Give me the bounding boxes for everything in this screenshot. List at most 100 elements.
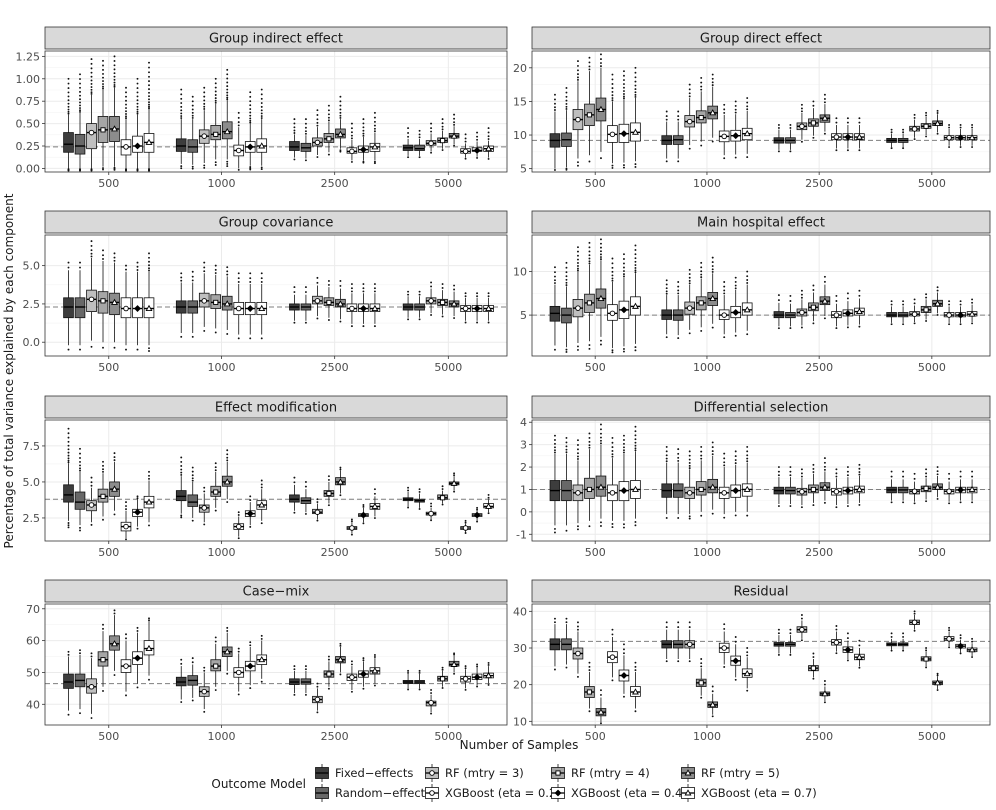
outlier-point (611, 441, 614, 444)
outlier-point (734, 108, 737, 111)
outlier-point (823, 465, 826, 468)
outlier-point (677, 517, 680, 519)
box-rf-mtry-4 (808, 100, 819, 139)
outlier-point (588, 65, 591, 68)
outlier-point (554, 98, 556, 101)
y-tick-label: 70 (26, 603, 40, 616)
outlier-point (180, 109, 183, 112)
mean-marker (100, 298, 106, 304)
legend-title: Outcome Model (211, 777, 306, 791)
outlier-point (102, 80, 104, 82)
outlier-point (102, 690, 104, 692)
mean-marker (810, 665, 816, 671)
outlier-point (971, 298, 974, 301)
box-rf-mtry-3 (198, 486, 210, 526)
outlier-point (102, 249, 104, 252)
outlier-point (113, 78, 116, 81)
mean-marker (946, 488, 952, 495)
outlier-point (577, 254, 579, 257)
group-5000 (886, 466, 978, 505)
outlier-point (125, 268, 127, 271)
outlier-point (611, 262, 614, 265)
group-500 (63, 55, 155, 172)
group-5000 (886, 610, 978, 691)
outlier-point (214, 161, 217, 164)
box-random-effects (300, 665, 312, 696)
outlier-point (611, 633, 614, 636)
outlier-point (191, 466, 194, 469)
box-xgboost-eta-0-4 (244, 495, 256, 528)
box-random-effects (897, 470, 909, 504)
outlier-point (293, 665, 296, 668)
outlier-point (902, 147, 905, 150)
outlier-point (407, 669, 410, 672)
mean-marker (732, 657, 740, 665)
y-tick-label: 2 (520, 461, 527, 474)
outlier-point (67, 102, 70, 105)
outlier-point (125, 115, 127, 118)
outlier-point (588, 344, 591, 346)
outlier-point (858, 121, 861, 124)
y-tick-label: 4 (520, 416, 527, 429)
box-rf-mtry-5 (819, 457, 831, 504)
box-xgboost-eta-0-2 (460, 519, 471, 534)
outlier-point (835, 121, 838, 124)
outlier-point (226, 160, 229, 163)
mean-marker (450, 479, 458, 486)
box-random-effects (187, 657, 199, 702)
mean-marker (934, 300, 942, 307)
outlier-point (577, 448, 579, 451)
outlier-point (554, 527, 556, 530)
outlier-point (418, 488, 421, 491)
outlier-point (948, 126, 951, 129)
outlier-point (734, 334, 737, 337)
mean-marker (440, 299, 446, 305)
mean-marker (462, 148, 469, 155)
outlier-point (214, 86, 217, 89)
box-xgboost-eta-0-2 (718, 452, 730, 519)
outlier-point (102, 254, 104, 257)
outlier-point (148, 88, 150, 91)
outlier-point (700, 76, 703, 79)
outlier-point (858, 294, 861, 297)
outlier-point (90, 62, 93, 65)
outlier-point (237, 124, 240, 127)
outlier-point (327, 319, 330, 321)
mean-marker (326, 136, 332, 142)
mean-marker (235, 147, 242, 154)
outlier-point (634, 253, 637, 256)
outlier-point (565, 108, 568, 110)
mean-marker (821, 690, 829, 697)
outlier-point (711, 690, 714, 693)
box-xgboost-eta-0-2 (233, 647, 245, 696)
y-tick-label: 1 (520, 483, 527, 496)
box-fixed-effects (549, 617, 561, 671)
mean-marker (732, 487, 740, 495)
box-iqr (63, 297, 74, 319)
box-xgboost-eta-0-2 (607, 73, 618, 169)
mean-marker (246, 662, 254, 670)
outlier-point (723, 292, 726, 295)
box-xgboost-eta-0-2 (346, 660, 358, 693)
box-random-effects (187, 270, 199, 338)
mean-marker (258, 501, 266, 508)
outlier-point (677, 448, 680, 451)
outlier-point (214, 97, 217, 100)
box-xgboost-eta-0-2 (460, 292, 471, 324)
outlier-point (453, 652, 456, 655)
outlier-point (913, 612, 916, 615)
mean-marker (349, 148, 355, 155)
box-rf-mtry-5 (707, 685, 719, 718)
outlier-point (113, 346, 116, 349)
outlier-point (79, 110, 81, 113)
outlier-point (464, 321, 467, 324)
outlier-point (362, 132, 365, 135)
outlier-point (700, 454, 703, 457)
outlier-point (588, 61, 591, 64)
mean-marker (575, 305, 581, 311)
outlier-point (136, 495, 139, 498)
outlier-point (554, 271, 556, 274)
outlier-point (600, 436, 602, 439)
outlier-point (565, 278, 568, 281)
outlier-point (634, 524, 637, 527)
